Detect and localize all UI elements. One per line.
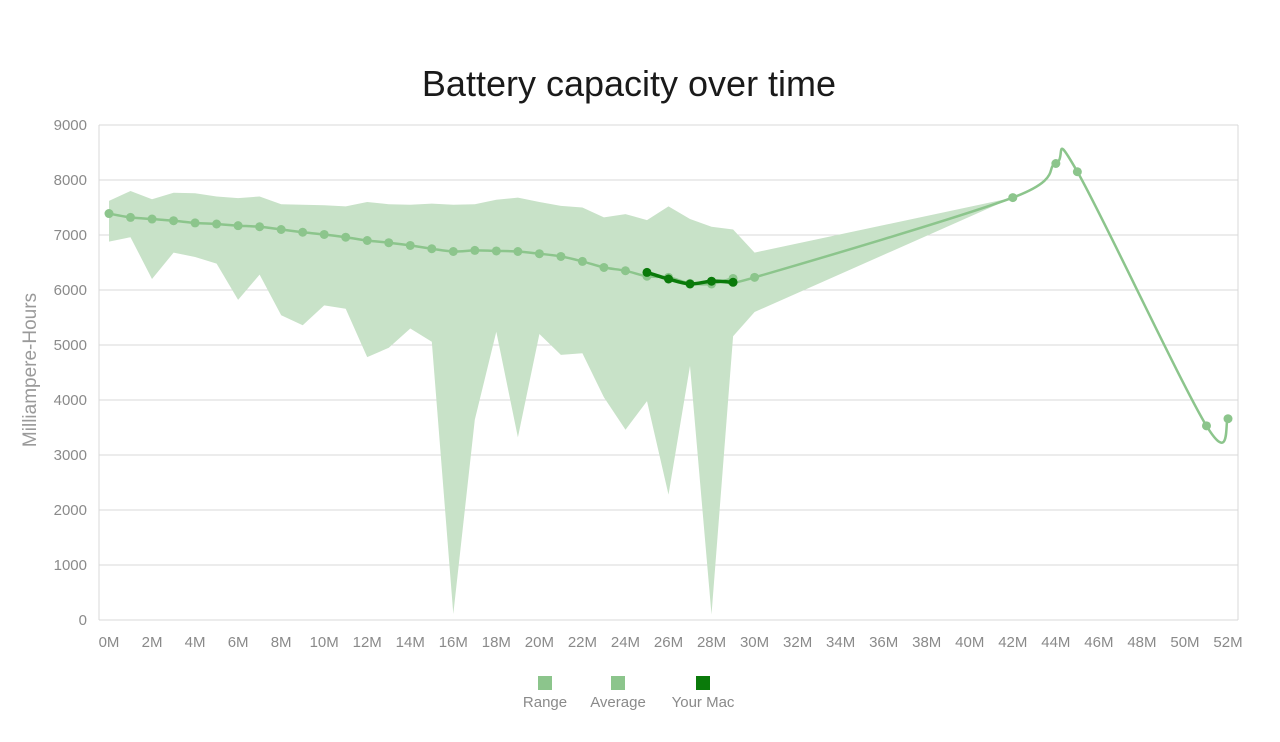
legend-swatch	[538, 676, 552, 690]
average-point	[341, 232, 351, 242]
average-point	[147, 214, 157, 224]
average-point	[1008, 193, 1018, 203]
y-tick-label: 7000	[54, 227, 87, 244]
legend-label: Your Mac	[672, 694, 735, 711]
x-tick-label: 4M	[185, 634, 206, 651]
average-point	[319, 229, 329, 239]
y-axis-label: Milliampere-Hours	[20, 293, 41, 447]
average-point	[384, 238, 394, 248]
average-point	[470, 245, 480, 255]
x-tick-label: 34M	[826, 634, 855, 651]
x-tick-label: 24M	[611, 634, 640, 651]
average-point	[491, 246, 501, 256]
average-point	[255, 222, 265, 232]
x-tick-label: 42M	[998, 634, 1027, 651]
x-axis-ticks: 0M 2M 4M 6M 8M 10M 12M 14M 16M 18M 20M 22M 24M 26M 28M…	[99, 634, 1243, 651]
y-tick-label: 4000	[54, 392, 87, 409]
average-point	[276, 225, 286, 234]
your-mac-point	[707, 276, 717, 286]
average-point	[362, 236, 372, 245]
your-mac-point	[685, 279, 695, 289]
x-tick-label: 26M	[654, 634, 683, 651]
x-tick-label: 0M	[99, 634, 120, 651]
legend: Range Average Your Mac	[523, 676, 735, 711]
average-point	[556, 251, 566, 261]
range-band	[109, 191, 1013, 615]
x-tick-label: 46M	[1084, 634, 1113, 651]
chart-title: Battery capacity over time	[422, 63, 836, 104]
x-tick-label: 44M	[1041, 634, 1070, 651]
y-tick-label: 3000	[54, 447, 87, 464]
y-tick-label: 8000	[54, 172, 87, 189]
average-point	[448, 247, 458, 256]
legend-swatch	[696, 676, 710, 690]
x-tick-label: 12M	[353, 634, 382, 651]
legend-label: Range	[523, 694, 567, 711]
average-point	[1051, 159, 1061, 168]
x-tick-label: 32M	[783, 634, 812, 651]
x-tick-label: 10M	[310, 634, 339, 651]
legend-label: Average	[590, 694, 646, 711]
x-tick-label: 14M	[396, 634, 425, 651]
average-point	[126, 212, 136, 222]
average-point	[750, 272, 760, 282]
x-tick-label: 8M	[271, 634, 292, 651]
your-mac-series	[642, 267, 738, 289]
x-tick-label: 22M	[568, 634, 597, 651]
average-point	[1223, 414, 1233, 424]
x-tick-label: 6M	[228, 634, 249, 651]
your-mac-point	[728, 277, 738, 287]
x-tick-label: 38M	[912, 634, 941, 651]
your-mac-point	[642, 267, 652, 277]
average-point	[1201, 421, 1211, 431]
y-tick-label: 0	[79, 612, 87, 629]
y-axis-ticks: 0 1000 2000 3000 4000 5000 6000 7000 8000 9000	[54, 117, 87, 629]
x-tick-label: 2M	[142, 634, 163, 651]
average-point	[233, 221, 243, 231]
x-tick-label: 20M	[525, 634, 554, 651]
y-tick-label: 2000	[54, 502, 87, 519]
y-tick-label: 1000	[54, 557, 87, 574]
range-band-area	[109, 191, 1013, 615]
x-tick-label: 52M	[1213, 634, 1242, 651]
x-tick-label: 16M	[439, 634, 468, 651]
x-tick-label: 36M	[869, 634, 898, 651]
average-point	[212, 219, 222, 229]
legend-swatch	[611, 676, 625, 690]
x-tick-label: 48M	[1127, 634, 1156, 651]
average-point	[104, 209, 114, 219]
x-tick-label: 28M	[697, 634, 726, 651]
average-point	[599, 262, 609, 272]
y-tick-label: 5000	[54, 337, 87, 354]
average-point	[427, 244, 437, 254]
average-point	[190, 218, 200, 228]
average-point	[577, 256, 587, 266]
y-tick-label: 9000	[54, 117, 87, 134]
your-mac-point	[664, 274, 673, 284]
average-point	[513, 247, 523, 256]
x-tick-label: 30M	[740, 634, 769, 651]
x-tick-label: 18M	[482, 634, 511, 651]
average-point	[1072, 167, 1082, 177]
average-point	[169, 216, 179, 226]
average-point	[298, 227, 308, 237]
x-tick-label: 40M	[955, 634, 984, 651]
average-point	[620, 266, 630, 276]
y-tick-label: 6000	[54, 282, 87, 299]
average-point	[405, 240, 415, 250]
x-tick-label: 50M	[1170, 634, 1199, 651]
average-point	[534, 249, 544, 259]
